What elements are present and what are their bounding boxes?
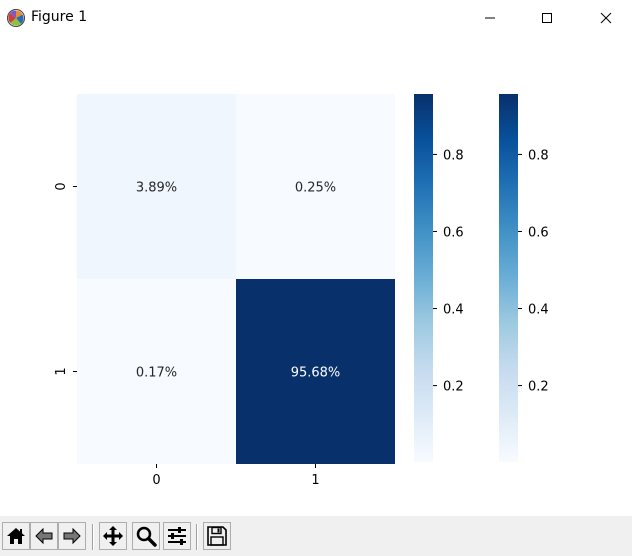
window-title: Figure 1 bbox=[31, 9, 88, 25]
y-tick-label: 0 bbox=[54, 182, 69, 190]
zoom-button[interactable] bbox=[132, 522, 160, 550]
home-icon bbox=[7, 528, 25, 544]
y-tick-label: 1 bbox=[54, 367, 69, 375]
back-arrow-icon bbox=[35, 527, 53, 545]
heatmap-cell bbox=[77, 94, 236, 279]
heatmap-cell bbox=[77, 279, 236, 464]
colorbar-tick-label: 0.2 bbox=[443, 380, 464, 395]
x-tick-label: 0 bbox=[152, 473, 160, 488]
colorbar-tick-label: 0.4 bbox=[528, 303, 549, 318]
forward-arrow-icon bbox=[63, 527, 81, 545]
x-tick-label: 1 bbox=[311, 473, 319, 488]
pan-button[interactable] bbox=[99, 522, 127, 550]
figure-canvas[interactable]: 3.89% 0.25% 0.17% 95.68% 0 1 0 1 0.2 0.4 0.6 0.8 0… bbox=[0, 36, 632, 516]
colorbar bbox=[499, 94, 518, 462]
minimize-button[interactable] bbox=[467, 0, 513, 36]
colorbar-tick-label: 0.8 bbox=[443, 148, 464, 163]
cell-annotation: 0.25% bbox=[295, 181, 336, 196]
save-button[interactable] bbox=[203, 522, 231, 550]
colorbar-tick-label: 0.6 bbox=[528, 225, 549, 240]
colorbar-tick-label: 0.4 bbox=[443, 303, 464, 318]
colorbar-tick-label: 0.6 bbox=[443, 225, 464, 240]
colorbar-tick-label: 0.2 bbox=[528, 380, 549, 395]
cell-annotation: 0.17% bbox=[136, 366, 177, 381]
maximize-button[interactable] bbox=[524, 0, 570, 36]
heatmap-cell bbox=[236, 94, 395, 279]
forward-button[interactable] bbox=[58, 522, 86, 550]
maximize-icon bbox=[542, 13, 552, 23]
configure-subplots-button[interactable] bbox=[163, 522, 191, 550]
move-icon bbox=[103, 526, 123, 546]
floppy-disk-icon bbox=[207, 526, 227, 546]
matplotlib-icon bbox=[7, 9, 25, 27]
toolbar-separator bbox=[92, 524, 94, 550]
cell-annotation: 3.89% bbox=[136, 181, 177, 196]
home-button[interactable] bbox=[2, 522, 30, 550]
navigation-toolbar bbox=[0, 516, 632, 556]
back-button[interactable] bbox=[30, 522, 58, 550]
toolbar-separator bbox=[196, 524, 198, 550]
colorbar bbox=[414, 94, 433, 462]
colorbar-tick-label: 0.8 bbox=[528, 148, 549, 163]
cell-annotation: 95.68% bbox=[291, 366, 341, 381]
close-button[interactable] bbox=[583, 0, 629, 36]
minimize-icon bbox=[485, 17, 495, 19]
title-bar[interactable]: Figure 1 bbox=[0, 0, 632, 36]
heatmap-plot: 3.89% 0.25% 0.17% 95.68% 0 1 0 1 0.2 0.4 0.6 0.8 0… bbox=[54, 94, 549, 488]
heatmap-cell bbox=[236, 279, 395, 464]
magnifier-icon bbox=[136, 526, 157, 547]
sliders-icon bbox=[168, 527, 186, 545]
close-icon bbox=[600, 12, 612, 24]
